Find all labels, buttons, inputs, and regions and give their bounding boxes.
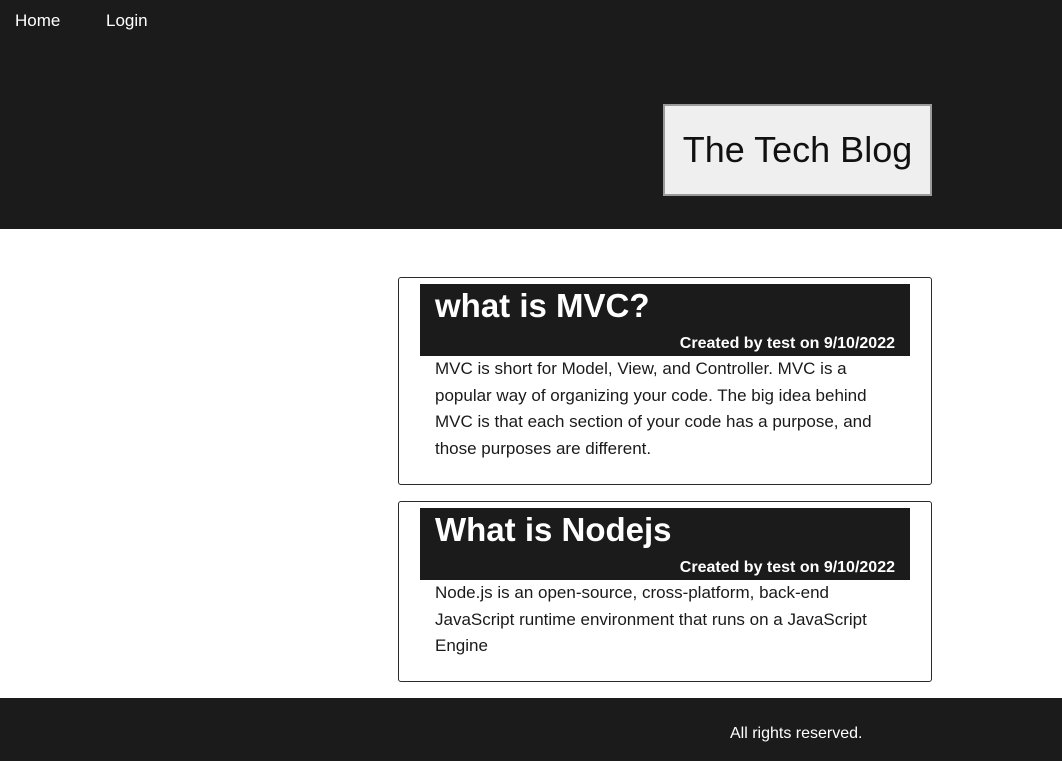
post-meta: Created by test on 9/10/2022 [679,559,895,576]
site-footer: All rights reserved. [0,698,1062,761]
post-meta: Created by test on 9/10/2022 [679,335,895,352]
site-header: Home Login The Tech Blog [0,0,1062,229]
post-body: Node.js is an open-source, cross-platfor… [435,583,867,656]
post-title[interactable]: what is MVC? [435,287,650,324]
post-header: what is MVC? Created by test on 9/10/202… [420,284,910,356]
post-title[interactable]: What is Nodejs [435,511,672,548]
nav-home-link[interactable]: Home [15,11,61,30]
site-title-box: The Tech Blog [663,104,932,196]
nav-login-link[interactable]: Login [106,11,148,30]
site-title: The Tech Blog [682,129,913,170]
post-header: What is Nodejs Created by test on 9/10/2… [420,508,910,580]
post-card[interactable]: What is Nodejs Created by test on 9/10/2… [398,501,932,682]
footer-copyright: All rights reserved. [730,725,863,742]
post-card[interactable]: what is MVC? Created by test on 9/10/202… [398,277,932,485]
post-body: MVC is short for Model, View, and Contro… [435,359,872,459]
